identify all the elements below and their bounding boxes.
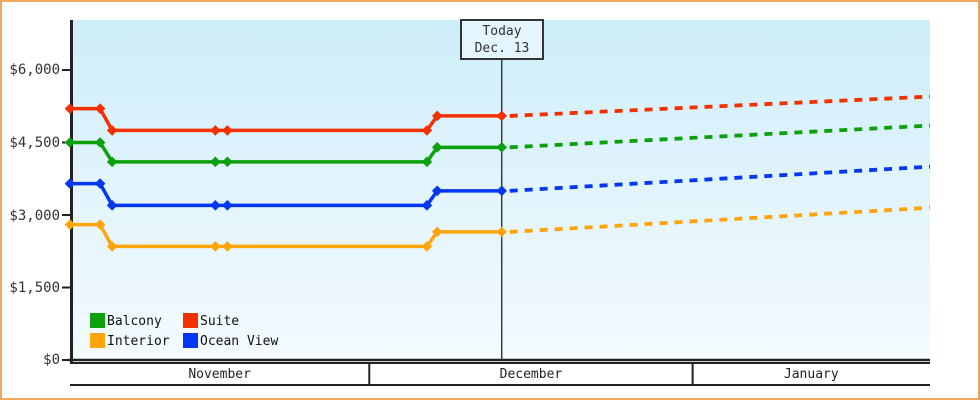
today-date: Dec. 13 [474, 41, 530, 56]
data-point-suite [94, 103, 106, 114]
data-point-suite [496, 110, 508, 122]
legend-label-suite: Suite [200, 314, 240, 329]
series-forecast-balcony [509, 123, 931, 150]
data-point-balcony [222, 156, 233, 168]
legend-label-balcony: Balcony [107, 314, 162, 329]
data-point-balcony [421, 156, 433, 168]
y-axis-label: $4,500 [9, 135, 60, 151]
data-point-interior [210, 241, 221, 252]
data-point-interior [431, 226, 443, 238]
data-point-ocean-view [431, 185, 443, 197]
month-label-november: November [188, 367, 251, 382]
data-point-interior [421, 241, 433, 252]
data-point-suite [64, 103, 76, 114]
data-point-suite [421, 125, 433, 136]
y-axis-label: $1,500 [9, 280, 60, 296]
legend-swatch-balcony [90, 313, 105, 328]
data-point-interior [106, 241, 118, 252]
legend-item-ocean-view: Ocean View [183, 333, 278, 349]
data-point-interior [64, 219, 76, 230]
data-point-balcony [431, 142, 443, 153]
month-label-january: January [783, 367, 839, 382]
data-point-suite [210, 125, 221, 136]
data-point-interior [222, 241, 233, 252]
data-point-ocean-view [94, 178, 106, 189]
data-point-suite [106, 125, 118, 136]
data-point-suite [431, 110, 443, 122]
legend-item-balcony: Balcony [90, 313, 183, 329]
y-axis-label: $6,000 [9, 62, 60, 78]
legend-label-interior: Interior [107, 334, 170, 349]
legend-swatch-ocean-view [183, 333, 198, 348]
month-label-december: December [499, 367, 563, 382]
data-point-balcony [210, 156, 221, 168]
y-axis-label: $0 [43, 352, 60, 368]
series-forecast-interior [509, 205, 931, 234]
data-point-balcony [496, 142, 508, 153]
data-point-ocean-view [496, 185, 508, 197]
legend: Balcony Suite Interior Ocean View [90, 313, 278, 349]
data-point-ocean-view [106, 200, 118, 211]
legend-item-suite: Suite [183, 313, 278, 329]
data-point-suite [222, 125, 233, 136]
legend-swatch-suite [183, 313, 198, 328]
data-point-balcony [94, 137, 106, 148]
legend-item-interior: Interior [90, 333, 183, 349]
data-point-ocean-view [421, 200, 433, 211]
y-axis-label: $3,000 [9, 208, 60, 224]
legend-label-ocean-view: Ocean View [200, 334, 279, 349]
series-forecast-suite [509, 94, 931, 118]
data-point-interior [94, 219, 106, 230]
data-point-ocean-view [64, 178, 76, 189]
series-forecast-ocean-view [509, 164, 931, 193]
data-point-balcony [64, 137, 76, 148]
data-point-ocean-view [210, 200, 221, 211]
data-point-balcony [106, 156, 118, 168]
data-point-ocean-view [222, 200, 233, 211]
today-label: Today [482, 24, 522, 39]
legend-swatch-interior [90, 333, 105, 348]
data-point-interior [496, 226, 508, 238]
today-marker-box: Today Dec. 13 [460, 19, 544, 60]
